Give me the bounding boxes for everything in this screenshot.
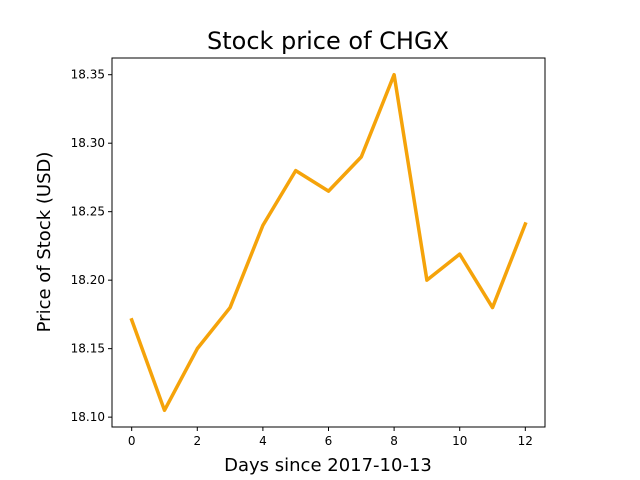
series-layer <box>129 72 528 413</box>
y-tick-label: 18.35 <box>71 68 105 82</box>
x-axis: 0 2 4 6 8 10 12 <box>128 427 533 448</box>
y-tick-label: 18.30 <box>71 136 105 150</box>
x-axis-label: Days since 2017-10-13 <box>224 455 432 476</box>
y-tick-label: 18.10 <box>71 410 105 424</box>
x-tick-label: 8 <box>390 434 398 448</box>
x-tick-label: 2 <box>193 434 201 448</box>
price-line-series <box>129 72 528 413</box>
y-tick-label: 18.15 <box>71 342 105 356</box>
y-axis-label: Price of Stock (USD) <box>34 152 55 333</box>
x-tick-label: 6 <box>325 434 333 448</box>
y-tick-label: 18.20 <box>71 273 105 287</box>
x-tick-label: 4 <box>259 434 267 448</box>
y-axis: 18.10 18.15 18.20 18.25 18.30 18.35 <box>71 68 112 424</box>
x-tick-label: 0 <box>128 434 136 448</box>
x-tick-label: 10 <box>452 434 467 448</box>
plot-area-frame <box>111 57 546 428</box>
x-tick-label: 12 <box>518 434 533 448</box>
y-tick-label: 18.25 <box>71 205 105 219</box>
chart-title: Stock price of CHGX <box>207 27 449 55</box>
